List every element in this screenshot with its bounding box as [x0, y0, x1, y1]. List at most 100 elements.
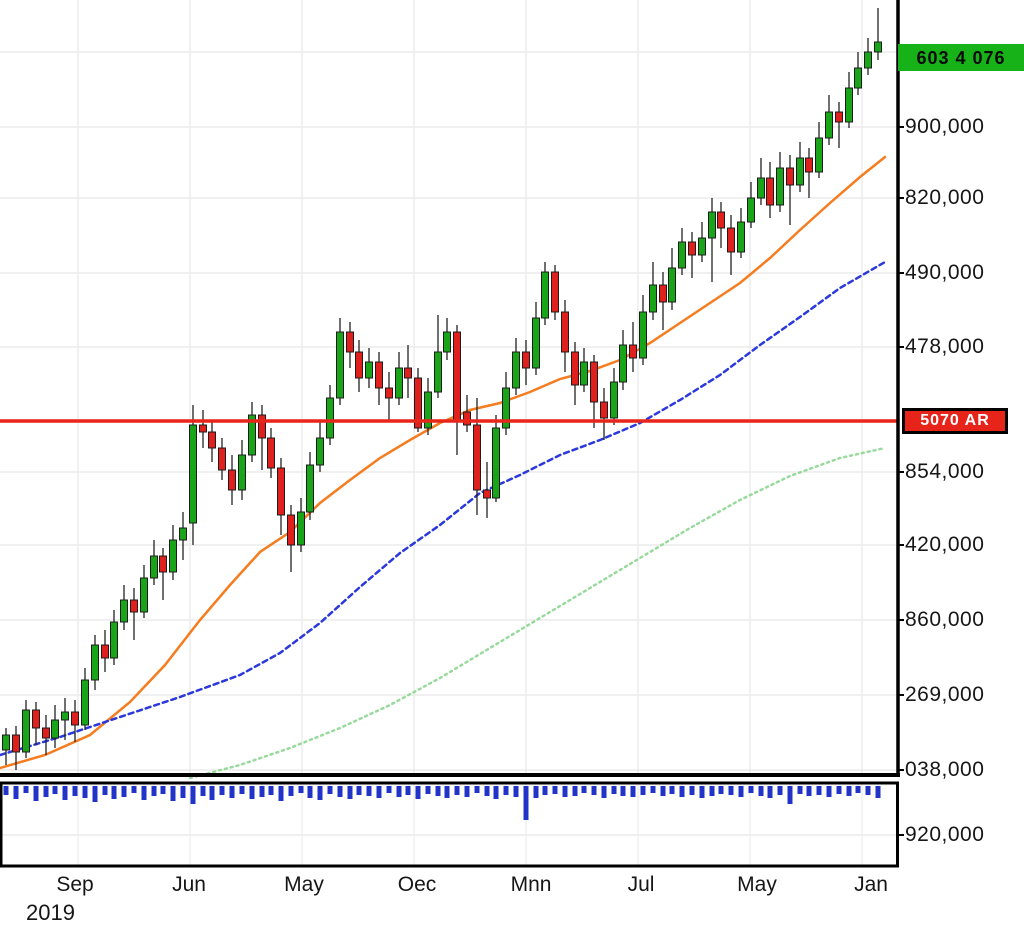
candle-down [355, 340, 363, 392]
candle-down [473, 398, 481, 515]
candle-body [815, 137, 823, 173]
candle-up [649, 262, 657, 320]
candle-body [110, 621, 118, 659]
candle-body [502, 387, 510, 429]
candle-down [659, 272, 667, 330]
candle-up [150, 540, 158, 585]
candle-body [297, 511, 305, 546]
candle-body [2, 734, 10, 751]
month-label: Jan [854, 873, 888, 896]
candle-up [169, 525, 177, 580]
candle-body [551, 271, 559, 313]
volume-bar [259, 786, 265, 797]
candle-down [277, 458, 285, 535]
candle-up [306, 452, 314, 520]
volume-bar [758, 786, 764, 796]
candle-body [639, 311, 647, 359]
candle-down [688, 232, 696, 278]
volume-bar [816, 786, 822, 795]
candle-down [835, 102, 843, 148]
volume-bar [111, 786, 117, 799]
candle-body [668, 267, 676, 303]
candle-body [678, 241, 686, 269]
candle-body [404, 367, 412, 379]
volume-bar [718, 786, 724, 794]
candle-body [532, 317, 540, 369]
volume-bar [591, 786, 597, 795]
candle-up [22, 700, 30, 758]
candle-up [2, 728, 10, 765]
volume-bar [366, 786, 372, 796]
candle-down [375, 352, 383, 405]
volume-bar [43, 786, 49, 797]
candle-body [316, 437, 324, 466]
candle-up [61, 698, 69, 740]
candle-down [629, 322, 637, 372]
candle-up [336, 318, 344, 405]
candle-down [287, 505, 295, 572]
candle-down [483, 462, 491, 518]
volume-bar [669, 786, 675, 794]
candle-up [854, 52, 862, 95]
candle-body [453, 331, 461, 421]
month-label: Mnn [510, 873, 552, 896]
candle-body [238, 454, 246, 491]
candle-body [169, 539, 177, 573]
volume-bar [846, 786, 852, 796]
volume-bar [219, 786, 225, 795]
volume-bar [875, 786, 881, 798]
candle-body [473, 424, 481, 491]
candle-body [71, 711, 79, 726]
candle-body [140, 577, 148, 613]
candle-down [159, 548, 167, 600]
candle-body [786, 167, 794, 186]
candle-up [845, 72, 853, 128]
volume-bar [347, 786, 353, 799]
candle-body [120, 599, 128, 623]
volume-bar [464, 786, 470, 797]
candle-down [404, 345, 412, 398]
month-label: Sep [56, 873, 94, 896]
volume-bar [444, 786, 450, 798]
candle-down [228, 455, 236, 505]
volume-bar [699, 786, 705, 798]
candle-body [610, 381, 618, 419]
candle-down [463, 395, 471, 432]
volume-bar [376, 786, 382, 798]
candle-body [766, 177, 774, 206]
candle-body [375, 361, 383, 389]
candle-down [130, 588, 138, 640]
candle-up [541, 262, 549, 325]
candle-body [443, 331, 451, 353]
candle-down [218, 438, 226, 480]
candle-up [248, 402, 256, 462]
candle-down [600, 388, 608, 440]
candle-body [600, 401, 608, 419]
price-axis-label: 820,000 [905, 186, 985, 209]
candle-body [61, 711, 69, 721]
candle-down [805, 148, 813, 198]
volume-bar [533, 786, 539, 798]
volume-bar [630, 786, 636, 797]
candle-up [610, 368, 618, 425]
candle-down [766, 162, 774, 218]
volume-bar [209, 786, 215, 800]
volume-bar [317, 786, 323, 800]
candle-body [747, 197, 755, 223]
volume-bar [82, 786, 88, 798]
candle-body [208, 431, 216, 449]
candle-up [297, 498, 305, 552]
candle-body [258, 414, 266, 439]
month-label: Jun [172, 873, 206, 896]
candle-body [854, 67, 862, 89]
candle-body [12, 734, 20, 753]
volume-bar [405, 786, 411, 795]
candle-body [385, 387, 393, 399]
candle-up [326, 385, 334, 445]
volume-bar [855, 786, 861, 793]
price-axis-label: 490,000 [905, 261, 985, 284]
volume-bar [23, 786, 29, 793]
volume-bar [542, 786, 548, 795]
volume-bar [435, 786, 441, 796]
volume-bar [572, 786, 578, 796]
